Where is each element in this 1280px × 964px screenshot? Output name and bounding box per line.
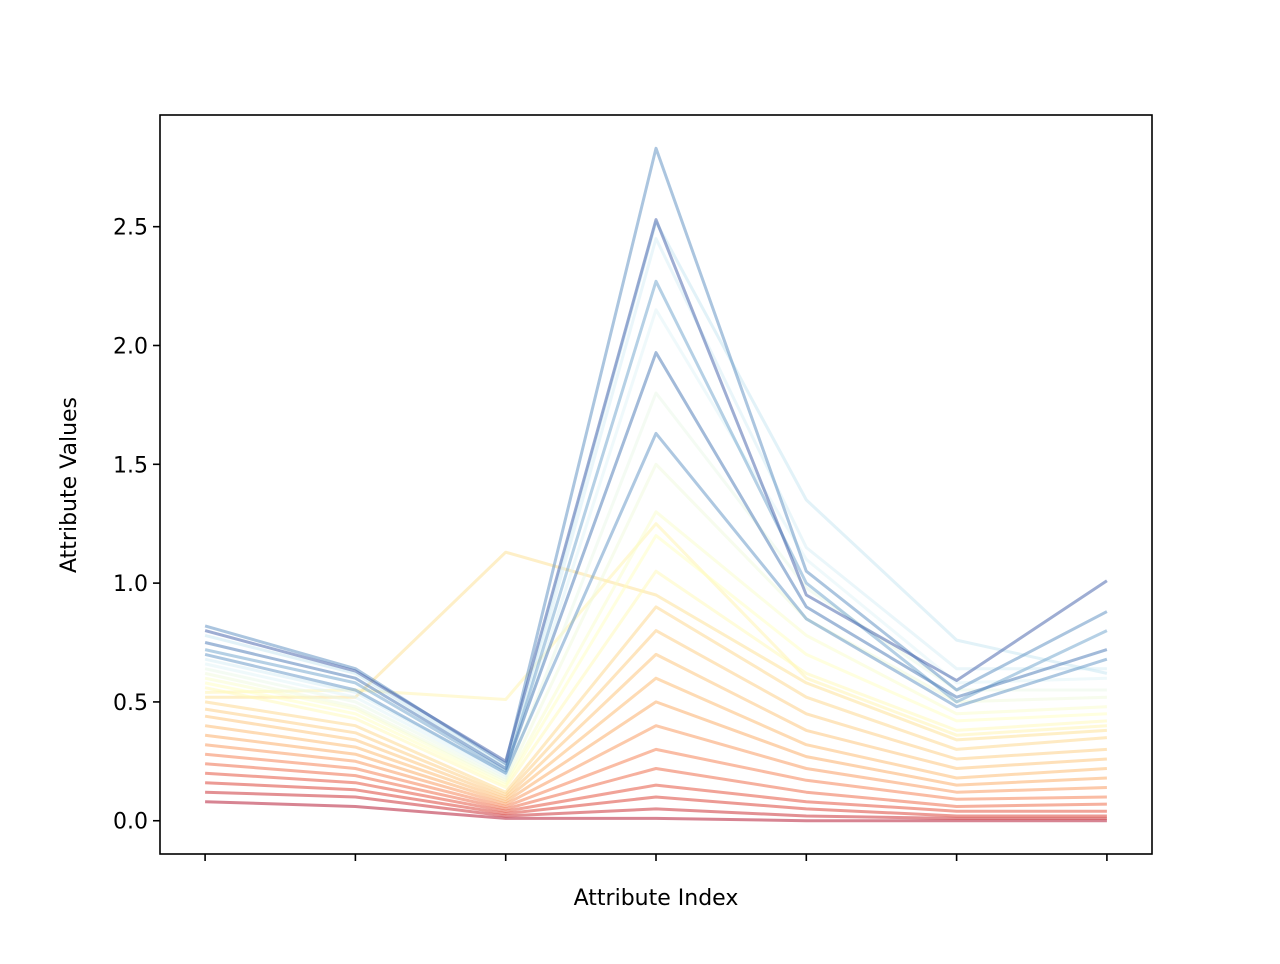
series-line-15 [204, 534, 1107, 787]
series-line-24 [204, 146, 1108, 766]
y-tick-label: 0.0 [113, 810, 148, 835]
series-line-10 [204, 629, 1107, 797]
series-line-6 [204, 724, 1107, 806]
y-tick-label: 1.5 [113, 453, 148, 478]
series-line-0 [205, 800, 1107, 823]
series-line-25 [204, 351, 1108, 770]
series-line-20 [204, 237, 1107, 775]
axis-ticks: 0.0 0.5 1.0 1.5 2.0 2.5 [113, 216, 1108, 861]
y-tick-label: 2.5 [113, 216, 148, 241]
series-line-1 [205, 790, 1107, 820]
series-line-23 [204, 431, 1108, 775]
series-line-14 [204, 569, 1107, 789]
series-line-7 [204, 700, 1107, 804]
x-axis-label: Attribute Index [574, 886, 739, 911]
y-tick-label: 2.0 [113, 334, 148, 359]
y-tick-label: 0.5 [113, 691, 148, 716]
series-line-5 [204, 747, 1107, 808]
series-lines [204, 146, 1108, 823]
series-line-3 [205, 771, 1107, 813]
series-line-22 [204, 279, 1108, 773]
series-line-9 [204, 652, 1107, 799]
series-line-8 [204, 676, 1107, 801]
series-line-4 [204, 762, 1107, 811]
series-line-11 [204, 605, 1108, 794]
series-line-16 [204, 510, 1107, 785]
series-line-2 [205, 781, 1107, 818]
series-line-21 [204, 220, 1108, 768]
y-axis-label: Attribute Values [57, 397, 82, 573]
series-line-26 [204, 218, 1108, 763]
series-line-19 [204, 308, 1107, 778]
y-tick-label: 1.0 [113, 572, 148, 597]
